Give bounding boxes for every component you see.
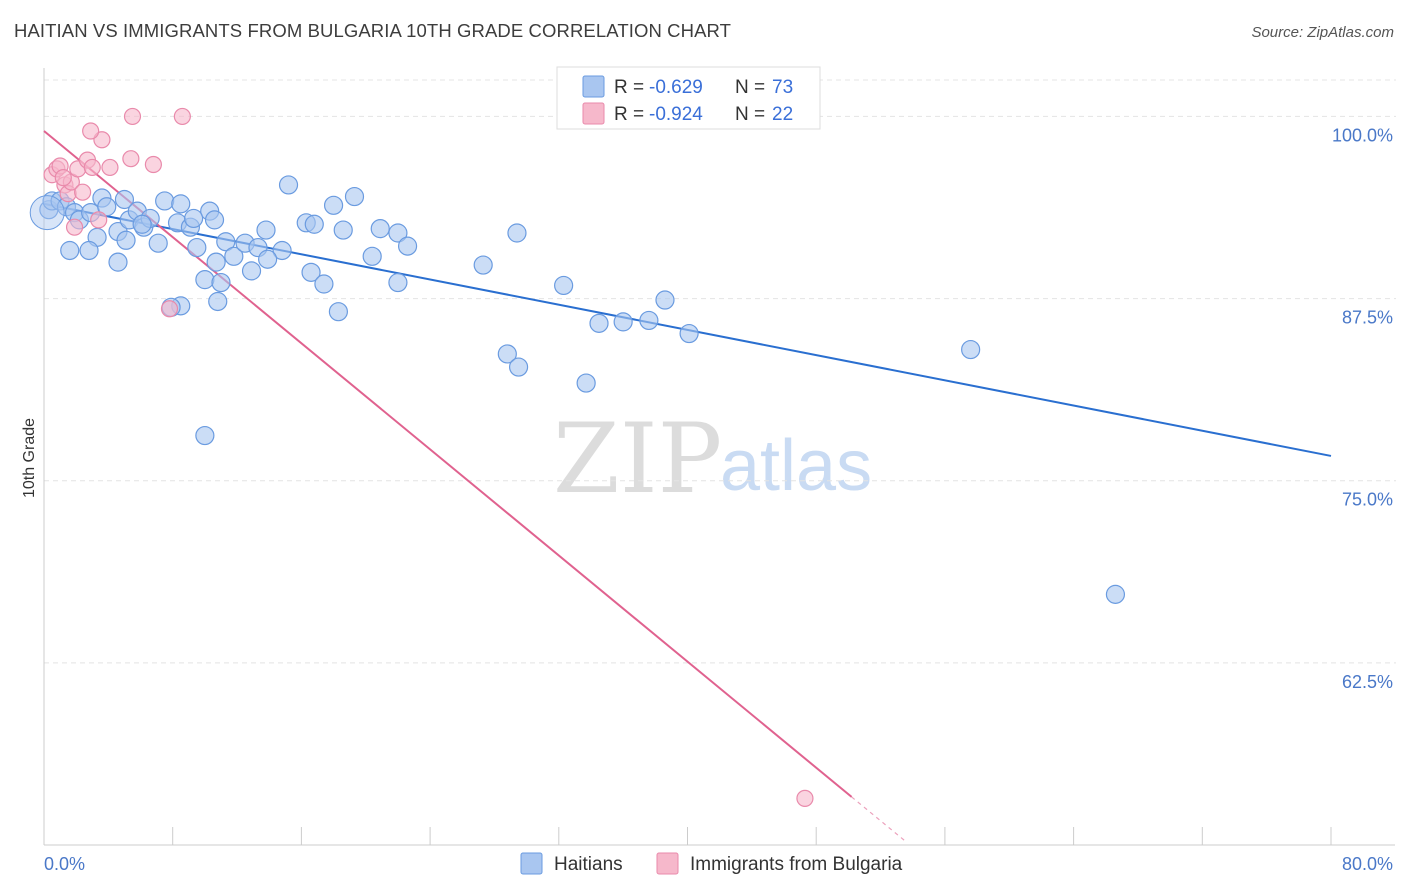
x-tick-label: 0.0% <box>44 854 85 874</box>
haitians-point <box>187 237 207 258</box>
bulgaria-point <box>93 131 111 149</box>
haitians-point <box>554 275 574 296</box>
bulgaria-point <box>796 789 814 807</box>
legend-n-value-1: 73 <box>772 77 793 98</box>
y-tick-label: 62.5% <box>1342 672 1393 692</box>
haitians-point <box>206 252 226 272</box>
legend-n-label-2: N = <box>735 104 765 125</box>
haitians-point <box>148 233 168 253</box>
haitians-point <box>301 262 321 282</box>
bottom-legend-swatch-bulgaria <box>656 852 679 875</box>
axes: 62.5% 75.0% 87.5% 100.0% 0.0% 80.0% <box>43 68 1395 874</box>
legend-swatch-bulgaria <box>582 102 605 125</box>
bottom-legend-bulgaria: Immigrants from Bulgaria <box>690 854 903 875</box>
haitians-point <box>304 214 324 234</box>
haitians-point <box>1105 584 1126 604</box>
y-axis-label: 10th Grade <box>21 418 38 498</box>
legend-r-label-2: R = <box>614 104 644 125</box>
haitians-point <box>171 194 191 214</box>
bulgaria-point <box>173 107 191 126</box>
bulgaria-point <box>101 158 119 177</box>
haitians-point <box>155 191 175 211</box>
haitians-point <box>679 323 699 344</box>
haitians-point <box>497 344 517 364</box>
bulgaria-point <box>74 183 92 201</box>
series-legend: Haitians Immigrants from Bulgaria <box>520 852 903 875</box>
haitians-point <box>195 270 215 290</box>
chart-title: HAITIAN VS IMMIGRANTS FROM BULGARIA 10TH… <box>14 20 732 41</box>
haitians-point <box>278 175 299 195</box>
haitians-point <box>116 230 136 250</box>
haitians-point <box>29 195 65 231</box>
bulgaria-point <box>83 158 101 177</box>
haitians-point <box>397 236 418 256</box>
haitians-point <box>258 249 278 269</box>
bulgaria-point <box>82 122 100 140</box>
haitians-point <box>224 246 244 266</box>
legend-r-value-1: -0.629 <box>649 77 703 98</box>
bulgaria-point <box>90 211 108 229</box>
haitians-point <box>272 240 292 261</box>
haitians-point <box>256 220 276 240</box>
haitians-point <box>97 197 117 217</box>
legend-swatch-haitians <box>582 75 605 98</box>
haitians-point <box>508 357 529 377</box>
scatter-points <box>29 106 1126 807</box>
haitians-point <box>195 425 215 446</box>
haitians-point <box>204 210 225 230</box>
bulgaria-trend-extension <box>851 796 906 842</box>
bottom-legend-swatch-haitians <box>520 852 543 875</box>
stats-legend: R = -0.629 N = 73 R = -0.924 N = 22 <box>556 66 821 130</box>
y-tick-label: 87.5% <box>1342 308 1393 328</box>
haitians-point <box>344 186 365 207</box>
bulgaria-trend-line <box>43 130 853 798</box>
haitians-point <box>241 261 262 281</box>
bottom-legend-haitians: Haitians <box>554 854 623 875</box>
haitians-point <box>216 232 236 252</box>
haitians-point <box>333 220 353 240</box>
haitians-point <box>961 339 981 360</box>
haitians-point <box>655 290 675 310</box>
haitians-point <box>388 223 408 243</box>
haitians-point <box>388 272 408 293</box>
haitians-point <box>473 255 493 275</box>
haitians-point <box>589 313 609 333</box>
bulgaria-point <box>160 300 179 318</box>
y-tick-label: 75.0% <box>1342 490 1393 510</box>
haitians-point <box>114 189 135 210</box>
haitians-point <box>108 252 128 272</box>
source-credit: Source: ZipAtlas.com <box>1251 24 1394 41</box>
haitians-point <box>184 208 204 229</box>
bulgaria-point <box>123 107 142 126</box>
x-tick-label: 80.0% <box>1342 854 1393 874</box>
haitians-point <box>639 310 659 331</box>
legend-n-value-2: 22 <box>772 104 793 125</box>
haitians-point <box>507 223 527 243</box>
haitians-point <box>576 373 596 393</box>
y-tick-label: 100.0% <box>1332 125 1393 145</box>
haitians-point <box>60 240 80 261</box>
haitians-point <box>362 246 382 266</box>
bulgaria-point <box>144 155 162 174</box>
haitians-point <box>208 291 228 312</box>
watermark-zip: ZIP <box>553 403 722 515</box>
haitians-point <box>613 312 633 332</box>
haitians-point <box>211 272 231 293</box>
grid-lines <box>44 79 1396 664</box>
legend-r-label-1: R = <box>614 77 644 98</box>
bulgaria-point <box>54 169 72 187</box>
watermark-atlas: atlas <box>720 426 872 506</box>
haitians-point <box>132 214 152 234</box>
haitians-point <box>328 302 349 322</box>
haitians-point <box>323 195 344 215</box>
legend-n-label-1: N = <box>735 77 765 98</box>
legend-r-value-2: -0.924 <box>649 104 703 125</box>
haitians-point <box>314 274 334 294</box>
haitians-point <box>79 240 99 261</box>
haitians-point <box>370 219 390 239</box>
bulgaria-point <box>65 218 84 236</box>
bulgaria-point <box>122 150 140 168</box>
